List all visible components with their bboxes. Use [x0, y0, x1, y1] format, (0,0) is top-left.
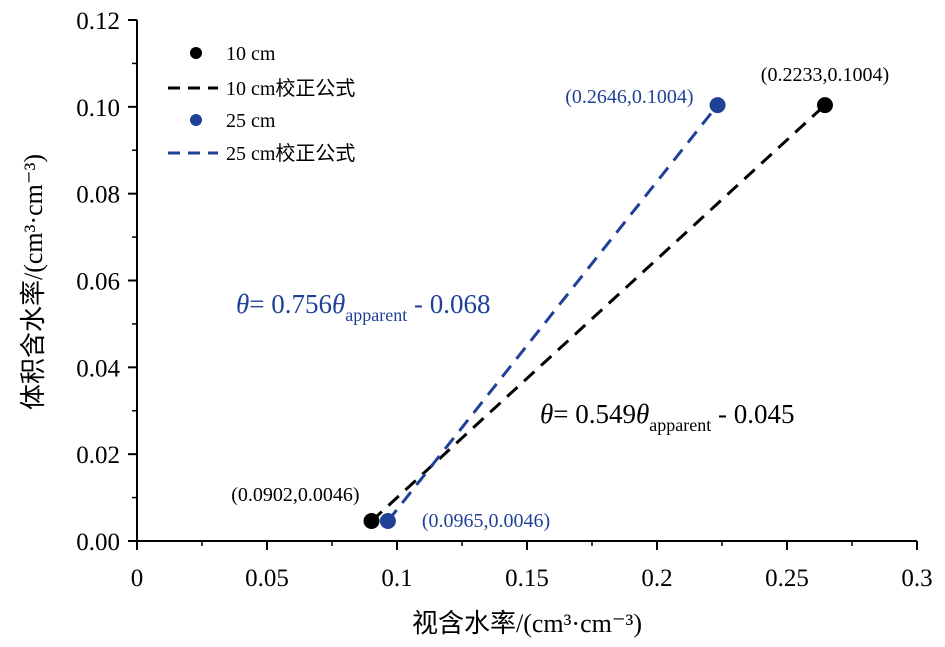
data-point [709, 97, 726, 114]
x-tick-label: 0.3 [901, 565, 932, 592]
x-tick-label: 0.15 [505, 565, 549, 592]
x-tick-label: 0.1 [381, 565, 412, 592]
point-label: (0.0902,0.0046) [231, 484, 359, 506]
y-tick-label: 0.06 [76, 269, 120, 296]
fit-line-0 [370, 103, 826, 523]
equation-10cm: θ= 0.549θapparent - 0.045 [540, 399, 794, 435]
legend-label-10cm: 10 cm [226, 43, 276, 65]
point-label: (0.2233,0.1004) [761, 64, 889, 86]
fit-line-1 [386, 104, 719, 522]
legend-label-10cm-fit: 10 cm校正公式 [226, 77, 355, 100]
point-label: (0.0965,0.0046) [422, 510, 550, 532]
y-tick-label: 0.12 [76, 8, 120, 35]
x-axis-title: 视含水率/(cm³·cm⁻³) [412, 609, 642, 638]
point-label: (0.2646,0.1004) [565, 86, 693, 108]
data-point [379, 513, 396, 530]
x-tick-label: 0.25 [765, 565, 809, 592]
data-point [363, 513, 380, 530]
y-ticks: 0.00 0.02 0.04 0.06 0.08 0.10 0.12 [76, 8, 137, 556]
x-tick-label: 0.05 [245, 565, 289, 592]
data-points [363, 97, 833, 530]
point-labels: (0.0902,0.0046) (0.2233,0.1004) (0.0965,0.… [231, 64, 889, 532]
y-tick-label: 0.10 [76, 95, 120, 122]
y-axis-title: 体积含水率/(cm³·cm⁻³) [19, 154, 48, 410]
legend: 10 cm 10 cm校正公式 25 cm 25 cm校正公式 [168, 43, 355, 165]
legend-marker-10cm [190, 47, 202, 59]
fit-lines [370, 103, 826, 523]
legend-marker-25cm [190, 114, 202, 126]
legend-label-25cm-fit: 25 cm校正公式 [226, 142, 355, 165]
y-tick-label: 0.08 [76, 182, 120, 209]
legend-label-25cm: 25 cm [226, 110, 276, 132]
data-point [816, 97, 833, 114]
x-ticks: 0 0.05 0.1 0.15 0.2 0.25 0.3 [131, 541, 933, 592]
x-tick-label: 0 [131, 565, 144, 592]
x-tick-label: 0.2 [641, 565, 672, 592]
y-tick-label: 0.02 [76, 442, 120, 469]
y-tick-label: 0.00 [76, 529, 120, 556]
equation-25cm: θ= 0.756θapparent - 0.068 [236, 289, 490, 325]
y-tick-label: 0.04 [76, 355, 120, 382]
